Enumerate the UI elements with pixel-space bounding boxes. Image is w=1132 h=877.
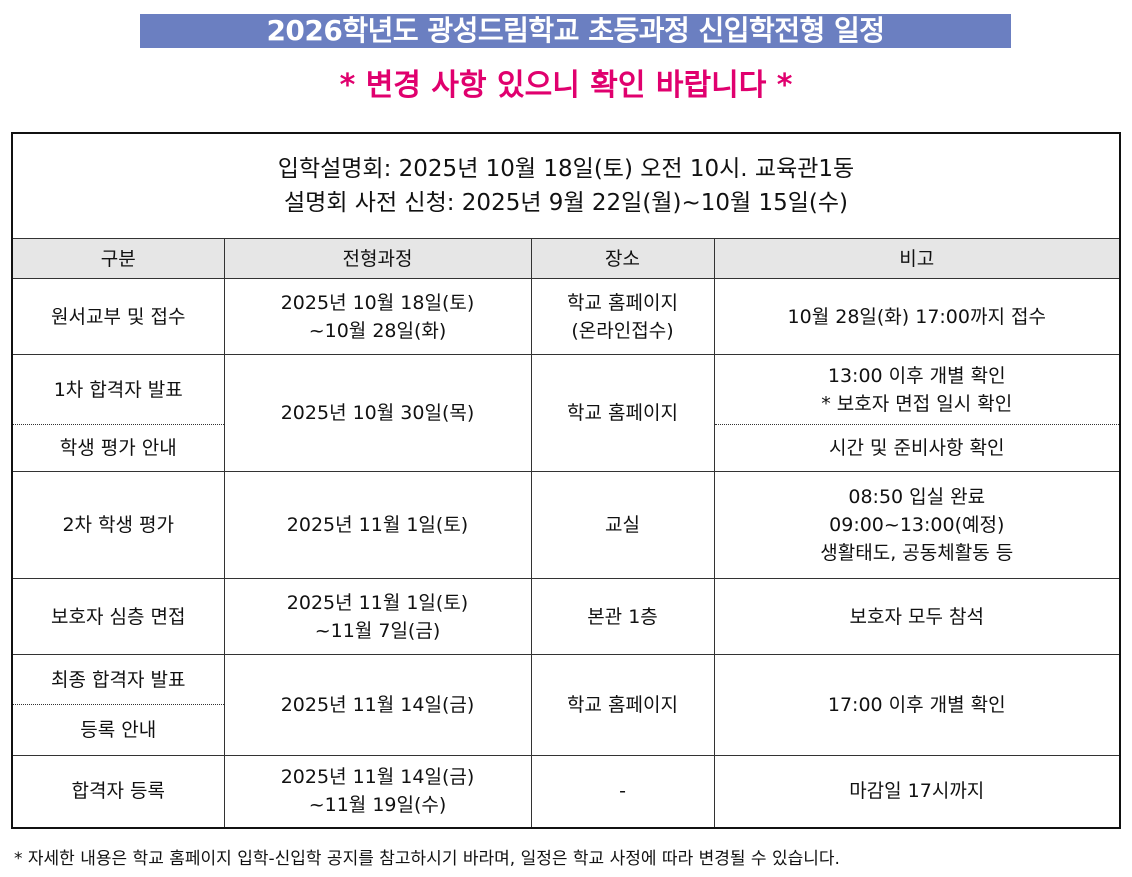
category: 원서교부 및 접수 <box>11 278 225 355</box>
change-notice: * 변경 사항 있으니 확인 바랍니다 * <box>339 68 793 103</box>
header-note: 비고 <box>713 238 1121 279</box>
header-process: 전형과정 <box>223 238 532 279</box>
footnote: * 자세한 내용은 학교 홈페이지 입학-신입학 공지를 참고하시기 바라며, … <box>14 849 840 869</box>
table-header: 구분 전형과정 장소 비고 <box>11 238 1121 279</box>
category: 등록 안내 <box>11 704 225 756</box>
category: 보호자 심층 면접 <box>11 578 225 655</box>
date: 2025년 11월 14일(금) <box>223 654 532 756</box>
place-line: 학교 홈페이지 <box>567 291 678 314</box>
category: 2차 학생 평가 <box>11 471 225 579</box>
table-row: 보호자 심층 면접 2025년 11월 1일(토) ~11월 7일(금) 본관 1… <box>11 578 1121 655</box>
note: 보호자 모두 참석 <box>713 578 1121 655</box>
place: 학교 홈페이지 <box>530 654 715 756</box>
note: 08:50 입실 완료 09:00~13:00(예정) 생활태도, 공동체활동 등 <box>713 471 1121 579</box>
date-line: ~10월 28일(화) <box>308 319 447 342</box>
category: 1차 합격자 발표 <box>11 354 225 425</box>
date-line: 2025년 11월 1일(토) <box>286 591 469 614</box>
date: 2025년 11월 1일(토) ~11월 7일(금) <box>223 578 532 655</box>
place: 학교 홈페이지 <box>530 354 715 472</box>
place: 교실 <box>530 471 715 579</box>
note-line: 13:00 이후 개별 확인 <box>827 364 1006 387</box>
info-row: 입학설명회: 2025년 10월 18일(토) 오전 10시. 교육관1동 설명… <box>11 132 1121 239</box>
date: 2025년 11월 1일(토) <box>223 471 532 579</box>
note-line: * 보호자 면접 일시 확인 <box>821 392 1013 415</box>
table-row: 합격자 등록 2025년 11월 14일(금) ~11월 19일(수) - 마감일… <box>11 755 1121 828</box>
note: 시간 및 준비사항 확인 <box>713 424 1121 472</box>
table-row: 1차 합격자 발표 2025년 10월 30일(목) 학교 홈페이지 13:00… <box>11 354 1121 472</box>
page-title: 2026학년도 광성드림학교 초등과정 신입학전형 일정 <box>140 14 1011 48</box>
note: 17:00 이후 개별 확인 <box>713 654 1121 756</box>
info-registration: 설명회 사전 신청: 2025년 9월 22일(월)~10월 15일(수) <box>284 190 848 216</box>
date: 2025년 11월 14일(금) ~11월 19일(수) <box>223 755 532 828</box>
schedule-table: 입학설명회: 2025년 10월 18일(토) 오전 10시. 교육관1동 설명… <box>11 132 1121 829</box>
table-row: 2차 학생 평가 2025년 11월 1일(토) 교실 08:50 입실 완료 0… <box>11 471 1121 579</box>
info-cell: 입학설명회: 2025년 10월 18일(토) 오전 10시. 교육관1동 설명… <box>11 132 1121 239</box>
note: 10월 28일(화) 17:00까지 접수 <box>713 278 1121 355</box>
category: 최종 합격자 발표 <box>11 654 225 705</box>
date-line: ~11월 7일(금) <box>314 619 441 642</box>
place: - <box>530 755 715 828</box>
date-line: 2025년 11월 14일(금) <box>280 766 475 789</box>
date: 2025년 10월 30일(목) <box>223 354 532 472</box>
place-line: (온라인접수) <box>571 319 674 342</box>
category: 합격자 등록 <box>11 755 225 828</box>
note-line: 09:00~13:00(예정) <box>829 514 1005 536</box>
table-row: 원서교부 및 접수 2025년 10월 18일(토) ~10월 28일(화) 학교… <box>11 278 1121 355</box>
place: 본관 1층 <box>530 578 715 655</box>
note-line: 생활태도, 공동체활동 등 <box>820 542 1014 564</box>
header-place: 장소 <box>530 238 715 279</box>
place: 학교 홈페이지 (온라인접수) <box>530 278 715 355</box>
info-session: 입학설명회: 2025년 10월 18일(토) 오전 10시. 교육관1동 <box>277 156 855 182</box>
date-line: ~11월 19일(수) <box>308 794 447 817</box>
date-line: 2025년 10월 18일(토) <box>280 291 475 314</box>
table-row: 최종 합격자 발표 2025년 11월 14일(금) 학교 홈페이지 17:00… <box>11 654 1121 756</box>
note: 13:00 이후 개별 확인 * 보호자 면접 일시 확인 <box>713 354 1121 425</box>
header-category: 구분 <box>11 238 225 279</box>
date: 2025년 10월 18일(토) ~10월 28일(화) <box>223 278 532 355</box>
note: 마감일 17시까지 <box>713 755 1121 828</box>
category: 학생 평가 안내 <box>11 424 225 472</box>
note-line: 08:50 입실 완료 <box>848 486 986 508</box>
table-row: 학생 평가 안내 시간 및 준비사항 확인 <box>11 424 1121 472</box>
